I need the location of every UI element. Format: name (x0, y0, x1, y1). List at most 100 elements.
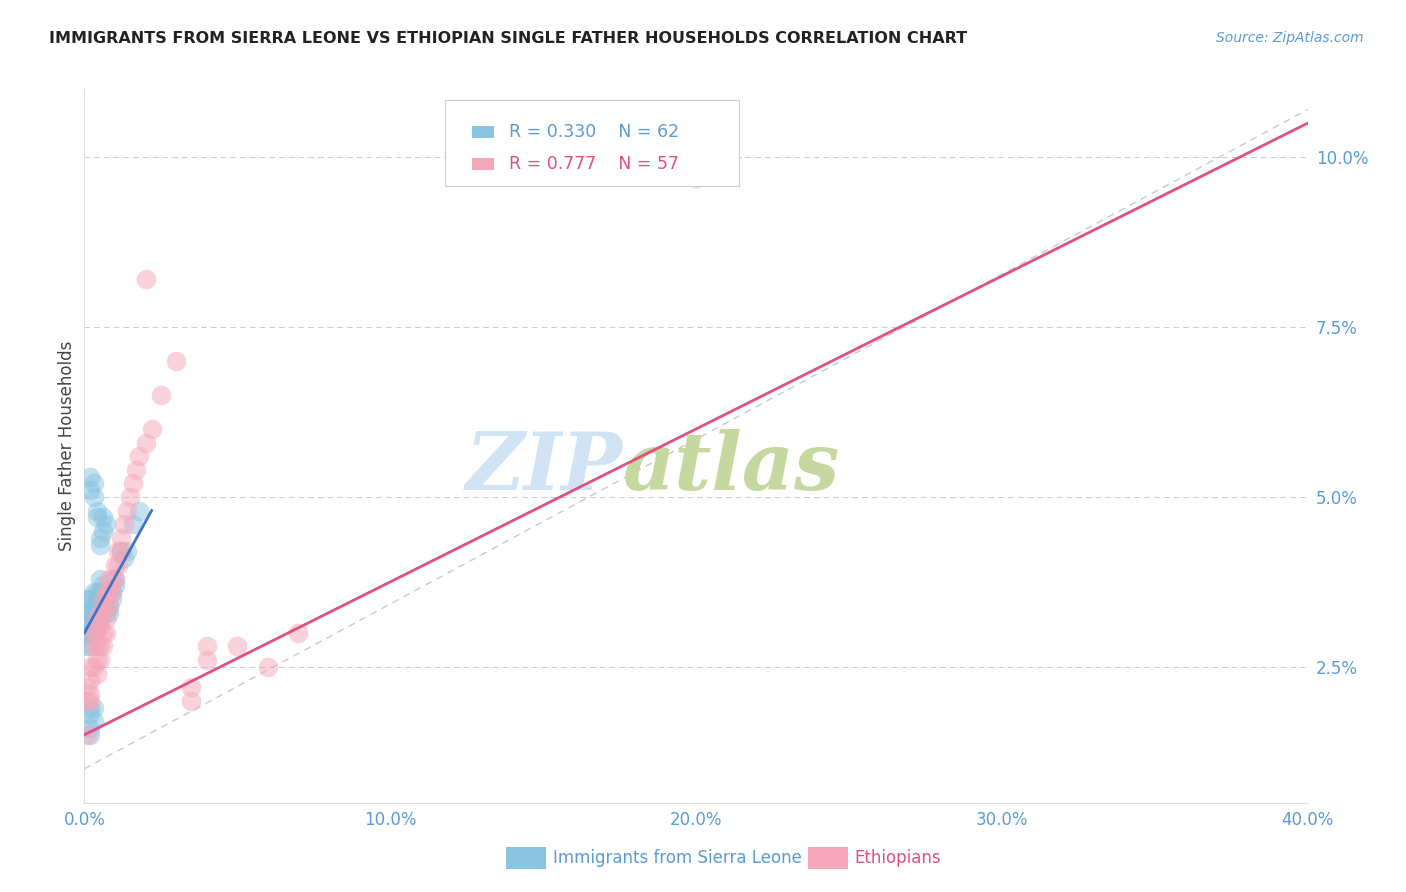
Point (79, 640, 101, 654)
Point (91, 524, 114, 538)
Point (97, 585, 120, 599)
Point (180, 694, 202, 708)
FancyBboxPatch shape (472, 159, 494, 169)
Point (112, 517, 135, 532)
Point (685, 170, 707, 185)
Point (89, 612, 111, 626)
Y-axis label: Single Father Households: Single Father Households (58, 341, 76, 551)
Point (79, 707, 101, 722)
Point (112, 551, 135, 566)
Point (86, 612, 108, 626)
Text: R = 0.777    N = 57: R = 0.777 N = 57 (509, 155, 679, 173)
Point (76, 640, 98, 654)
Text: atlas: atlas (623, 429, 839, 506)
Point (91, 578, 114, 592)
Point (79, 728, 101, 742)
Text: Ethiopians: Ethiopians (855, 849, 942, 867)
Point (195, 640, 218, 654)
Point (83, 612, 105, 626)
Point (104, 578, 127, 592)
Point (83, 606, 105, 620)
Point (89, 653, 111, 667)
Point (79, 612, 101, 626)
Point (89, 640, 111, 654)
Point (89, 619, 111, 633)
FancyBboxPatch shape (446, 100, 738, 186)
Point (86, 626, 108, 640)
Point (94, 606, 117, 620)
Text: IMMIGRANTS FROM SIERRA LEONE VS ETHIOPIAN SINGLE FATHER HOUSEHOLDS CORRELATION C: IMMIGRANTS FROM SIERRA LEONE VS ETHIOPIA… (49, 31, 967, 46)
Point (86, 503, 108, 517)
Point (94, 591, 117, 606)
Text: Source: ZipAtlas.com: Source: ZipAtlas.com (1216, 31, 1364, 45)
Point (125, 463, 148, 477)
Point (122, 517, 145, 532)
Point (79, 626, 101, 640)
Point (97, 599, 120, 613)
Point (86, 591, 108, 606)
Point (94, 612, 117, 626)
Point (94, 585, 117, 599)
Point (76, 606, 98, 620)
Point (101, 572, 124, 586)
Point (107, 544, 129, 558)
Point (115, 503, 138, 517)
Text: ZIP: ZIP (465, 429, 623, 506)
Point (104, 572, 127, 586)
Text: Immigrants from Sierra Leone: Immigrants from Sierra Leone (553, 849, 801, 867)
Point (107, 558, 129, 572)
Point (83, 476, 105, 491)
Point (76, 619, 98, 633)
Point (86, 612, 108, 626)
Point (89, 537, 111, 551)
Point (76, 612, 98, 626)
Point (141, 422, 163, 436)
FancyBboxPatch shape (472, 127, 494, 137)
Point (91, 585, 114, 599)
Point (83, 626, 105, 640)
Point (86, 640, 108, 654)
Point (149, 388, 172, 402)
Point (86, 510, 108, 524)
Point (97, 606, 120, 620)
Point (76, 680, 98, 694)
Point (115, 544, 138, 558)
Point (110, 544, 132, 558)
Point (257, 660, 280, 674)
Point (79, 673, 101, 688)
Point (89, 572, 111, 586)
Point (89, 606, 111, 620)
Point (91, 626, 114, 640)
Point (79, 469, 101, 483)
Point (97, 572, 120, 586)
Point (104, 558, 127, 572)
Point (94, 599, 117, 613)
Point (180, 680, 202, 694)
Text: R = 0.330    N = 62: R = 0.330 N = 62 (509, 123, 679, 141)
Point (86, 653, 108, 667)
Point (76, 591, 98, 606)
Point (83, 714, 105, 729)
Point (110, 544, 132, 558)
Point (195, 653, 218, 667)
Point (86, 585, 108, 599)
Point (83, 626, 105, 640)
Point (76, 626, 98, 640)
Point (79, 687, 101, 701)
Point (101, 585, 124, 599)
Point (79, 694, 101, 708)
Point (128, 503, 150, 517)
Point (83, 490, 105, 504)
Point (76, 694, 98, 708)
Point (94, 517, 117, 532)
Point (110, 531, 132, 545)
Point (79, 700, 101, 714)
Point (83, 660, 105, 674)
Point (226, 640, 249, 654)
Point (83, 599, 105, 613)
Point (79, 606, 101, 620)
Point (91, 591, 114, 606)
Point (135, 272, 157, 286)
Point (91, 510, 114, 524)
Point (91, 591, 114, 606)
